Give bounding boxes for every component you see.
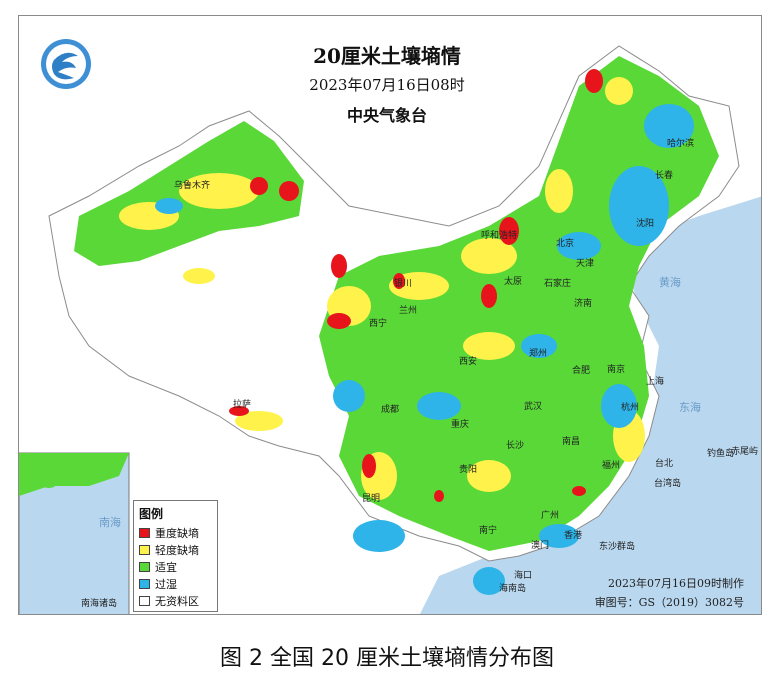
city-label: 长沙	[506, 439, 524, 451]
city-label: 兰州	[399, 304, 417, 316]
city-label: 沈阳	[636, 217, 654, 229]
legend-swatch	[139, 578, 150, 589]
city-label: 成都	[381, 403, 399, 415]
city-label: 海口	[514, 569, 532, 581]
legend-swatch	[139, 544, 150, 555]
city-label: 南京	[607, 363, 625, 375]
city-label: 太原	[504, 275, 522, 287]
city-label: 合肥	[572, 364, 590, 376]
city-label: 济南	[574, 297, 592, 309]
place-label-diaoyu: 钓鱼岛	[707, 447, 734, 459]
city-label: 天津	[576, 258, 594, 269]
legend-label: 轻度缺墒	[155, 543, 199, 557]
cma-logo-icon	[41, 39, 91, 89]
light-drought-patches	[119, 77, 645, 500]
map-agency: 中央气象台	[346, 106, 427, 125]
city-label: 西安	[459, 355, 477, 367]
sea-label-donghai: 东海	[679, 400, 701, 414]
place-label-hainan: 海南岛	[499, 582, 526, 594]
city-label: 福州	[602, 459, 620, 471]
city-label: 贵阳	[459, 463, 477, 475]
legend: 图例 重度缺墒 轻度缺墒 适宜 过湿 无资料区	[133, 500, 218, 612]
legend-label: 无资料区	[155, 594, 199, 608]
city-label: 长春	[655, 169, 673, 181]
city-label: 南昌	[562, 435, 580, 447]
city-labels: 哈尔滨 长春 沈阳 呼和浩特 北京 天津 石家庄 太原 银川 西宁 兰州 济南 …	[174, 137, 694, 581]
city-label: 北京	[556, 237, 574, 249]
legend-item-over-wet: 过湿	[139, 575, 212, 592]
city-label: 武汉	[524, 400, 542, 412]
sea-area	[420, 196, 761, 614]
place-label-taiwan: 台湾岛	[654, 477, 681, 489]
legend-label: 适宜	[155, 560, 177, 574]
legend-label: 过湿	[155, 577, 177, 591]
map-title: 20厘米土壤墒情	[313, 44, 461, 68]
city-label: 澳门	[531, 539, 549, 551]
city-label: 上海	[646, 375, 664, 387]
city-label: 哈尔滨	[667, 137, 694, 149]
figure-caption: 图 2 全国 20 厘米土壤墒情分布图	[220, 646, 554, 671]
city-label: 呼和浩特	[481, 229, 517, 241]
city-label: 广州	[541, 509, 559, 521]
city-label: 乌鲁木齐	[174, 179, 210, 191]
sea-label-nanhai: 南海	[99, 515, 121, 529]
legend-item-suitable: 适宜	[139, 558, 212, 575]
sea-label-huanghai: 黄海	[659, 275, 681, 289]
legend-swatch	[139, 595, 150, 606]
legend-label: 重度缺墒	[155, 526, 199, 540]
over-wet-patches	[155, 104, 694, 595]
map-datetime: 2023年07月16日08时	[309, 76, 465, 94]
city-label: 西宁	[369, 317, 387, 329]
place-label-nanhaizhudao: 南海诸岛	[81, 597, 117, 609]
city-label: 拉萨	[233, 398, 251, 410]
legend-item-light-drought: 轻度缺墒	[139, 541, 212, 558]
south-sea-inset	[19, 452, 130, 614]
city-label: 杭州	[621, 401, 639, 413]
city-label: 南宁	[479, 524, 497, 536]
city-label: 香港	[564, 529, 582, 541]
city-label: 郑州	[529, 347, 547, 359]
city-label: 石家庄	[544, 277, 571, 289]
legend-item-no-data: 无资料区	[139, 592, 212, 609]
place-label-dongsha: 东沙群岛	[599, 540, 635, 552]
severe-drought-patches	[229, 69, 603, 502]
place-label-chiwei: 赤尾屿	[731, 446, 758, 457]
legend-title: 图例	[139, 507, 164, 521]
legend-item-severe-drought: 重度缺墒	[139, 524, 212, 541]
issue-time: 2023年07月16日09时制作	[608, 577, 744, 590]
legend-swatch	[139, 527, 150, 538]
legend-swatch	[139, 561, 150, 572]
review-number: 审图号：GS（2019）3082号	[594, 596, 744, 609]
city-label: 银川	[394, 277, 412, 289]
city-label: 台北	[655, 457, 673, 469]
city-label: 昆明	[362, 493, 380, 504]
city-label: 重庆	[451, 418, 469, 430]
